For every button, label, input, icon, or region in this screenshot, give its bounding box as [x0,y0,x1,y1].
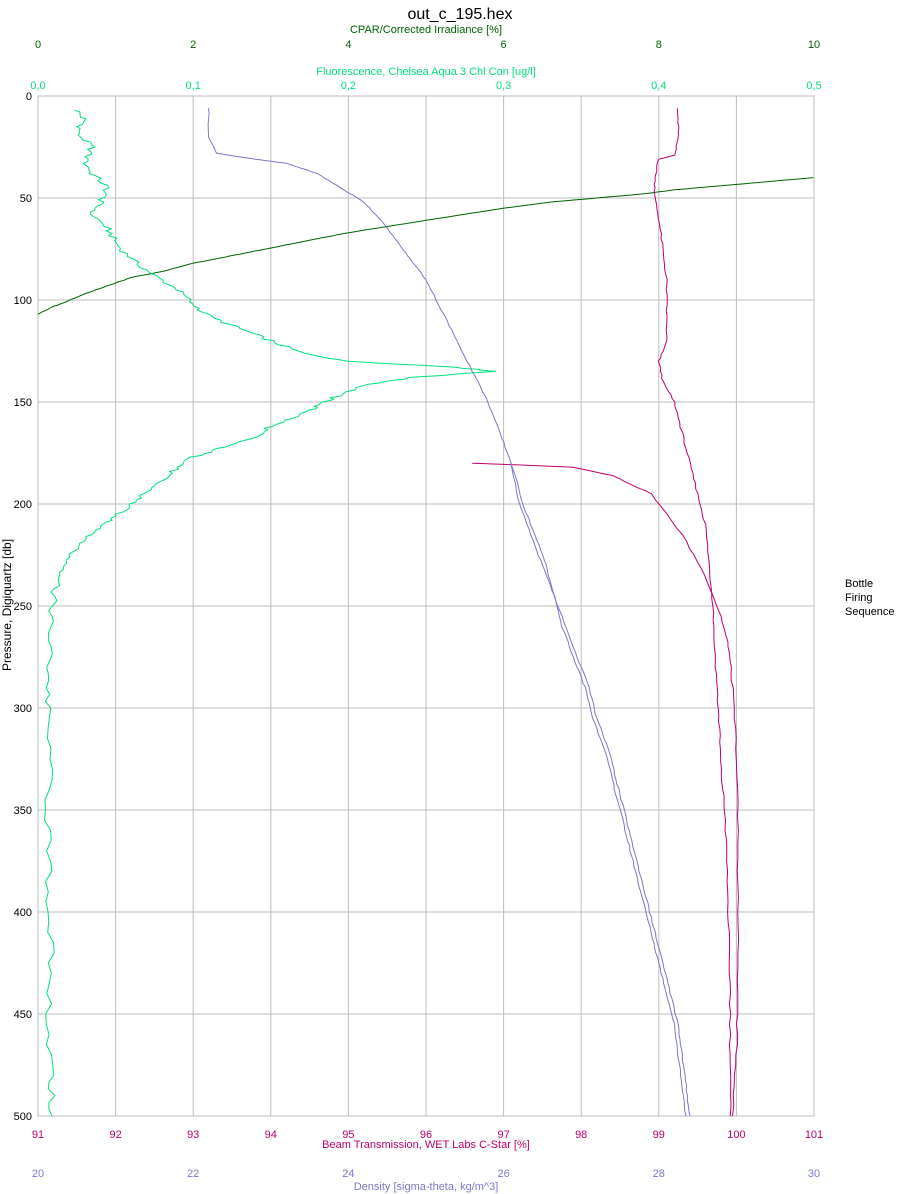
fluorescence-tick-label: 0,4 [651,80,666,92]
y-tick-label: 250 [14,601,32,613]
density-tick-label: 24 [342,1168,354,1180]
cpar-axis-label: CPAR/Corrected Irradiance [%] [350,24,502,36]
y-tick-label: 200 [14,499,32,511]
beam-tick-label: 96 [420,1129,432,1141]
beam-tick-label: 99 [653,1129,665,1141]
fluorescence-tick-label: 0,1 [186,80,201,92]
beam-tick-label: 97 [497,1129,509,1141]
beam-tick-label: 94 [265,1129,277,1141]
beam-tick-label: 92 [109,1129,121,1141]
density-tick-label: 28 [653,1168,665,1180]
y-tick-label: 400 [14,907,32,919]
density-tick-label: 26 [497,1168,509,1180]
fluorescence-tick-label: 0,3 [496,80,511,92]
density-tick-label: 22 [187,1168,199,1180]
beam-series-line [472,462,740,1117]
cpar-tick-label: 2 [190,39,196,51]
beam-tick-label: 98 [575,1129,587,1141]
density-axis-label: Density [sigma-theta, kg/m^3] [354,1181,499,1193]
series-layer [37,108,814,1117]
cpar-tick-label: 0 [35,39,41,51]
fluorescence-series-line [44,109,497,1117]
beam-tick-label: 95 [342,1129,354,1141]
y-tick-label: 500 [14,1111,32,1123]
legend-line-1: Bottle [845,578,873,590]
density-series-line [207,108,691,1117]
beam-tick-label: 100 [727,1129,745,1141]
cpar-tick-label: 8 [656,39,662,51]
cpar-tick-label: 10 [808,39,820,51]
y-tick-label: 0 [26,91,32,103]
cpar-tick-label: 4 [345,39,351,51]
chart-title: out_c_195.hex [408,6,513,23]
fluorescence-axis-label: Fluorescence, Chelsea Aqua 3 Chl Con [ug… [316,66,536,78]
beam-tick-label: 91 [32,1129,44,1141]
density-tick-label: 20 [32,1168,44,1180]
y-tick-label: 450 [14,1009,32,1021]
grid [37,95,815,1117]
y-tick-label: 50 [20,193,32,205]
beam-axis-label: Beam Transmission, WET Labs C-Star [%] [322,1139,530,1151]
y-axis-label: Pressure, Digiquartz [db] [0,539,14,671]
density-series-line [510,463,687,1117]
y-tick-label: 100 [14,295,32,307]
fluorescence-tick-label: 0,2 [341,80,356,92]
legend-line-3: Sequence [845,606,895,618]
legend: Bottle Firing Sequence [845,578,895,618]
beam-series-line [653,108,732,1117]
legend-line-2: Firing [845,592,873,604]
density-tick-label: 30 [808,1168,820,1180]
beam-tick-label: 93 [187,1129,199,1141]
y-tick-label: 350 [14,805,32,817]
fluorescence-tick-label: 0,5 [806,80,821,92]
cpar-tick-label: 6 [501,39,507,51]
y-tick-label: 150 [14,397,32,409]
fluorescence-tick-label: 0,0 [30,80,45,92]
y-tick-label: 300 [14,703,32,715]
cpar-series-line [37,177,814,315]
beam-tick-label: 101 [805,1129,823,1141]
